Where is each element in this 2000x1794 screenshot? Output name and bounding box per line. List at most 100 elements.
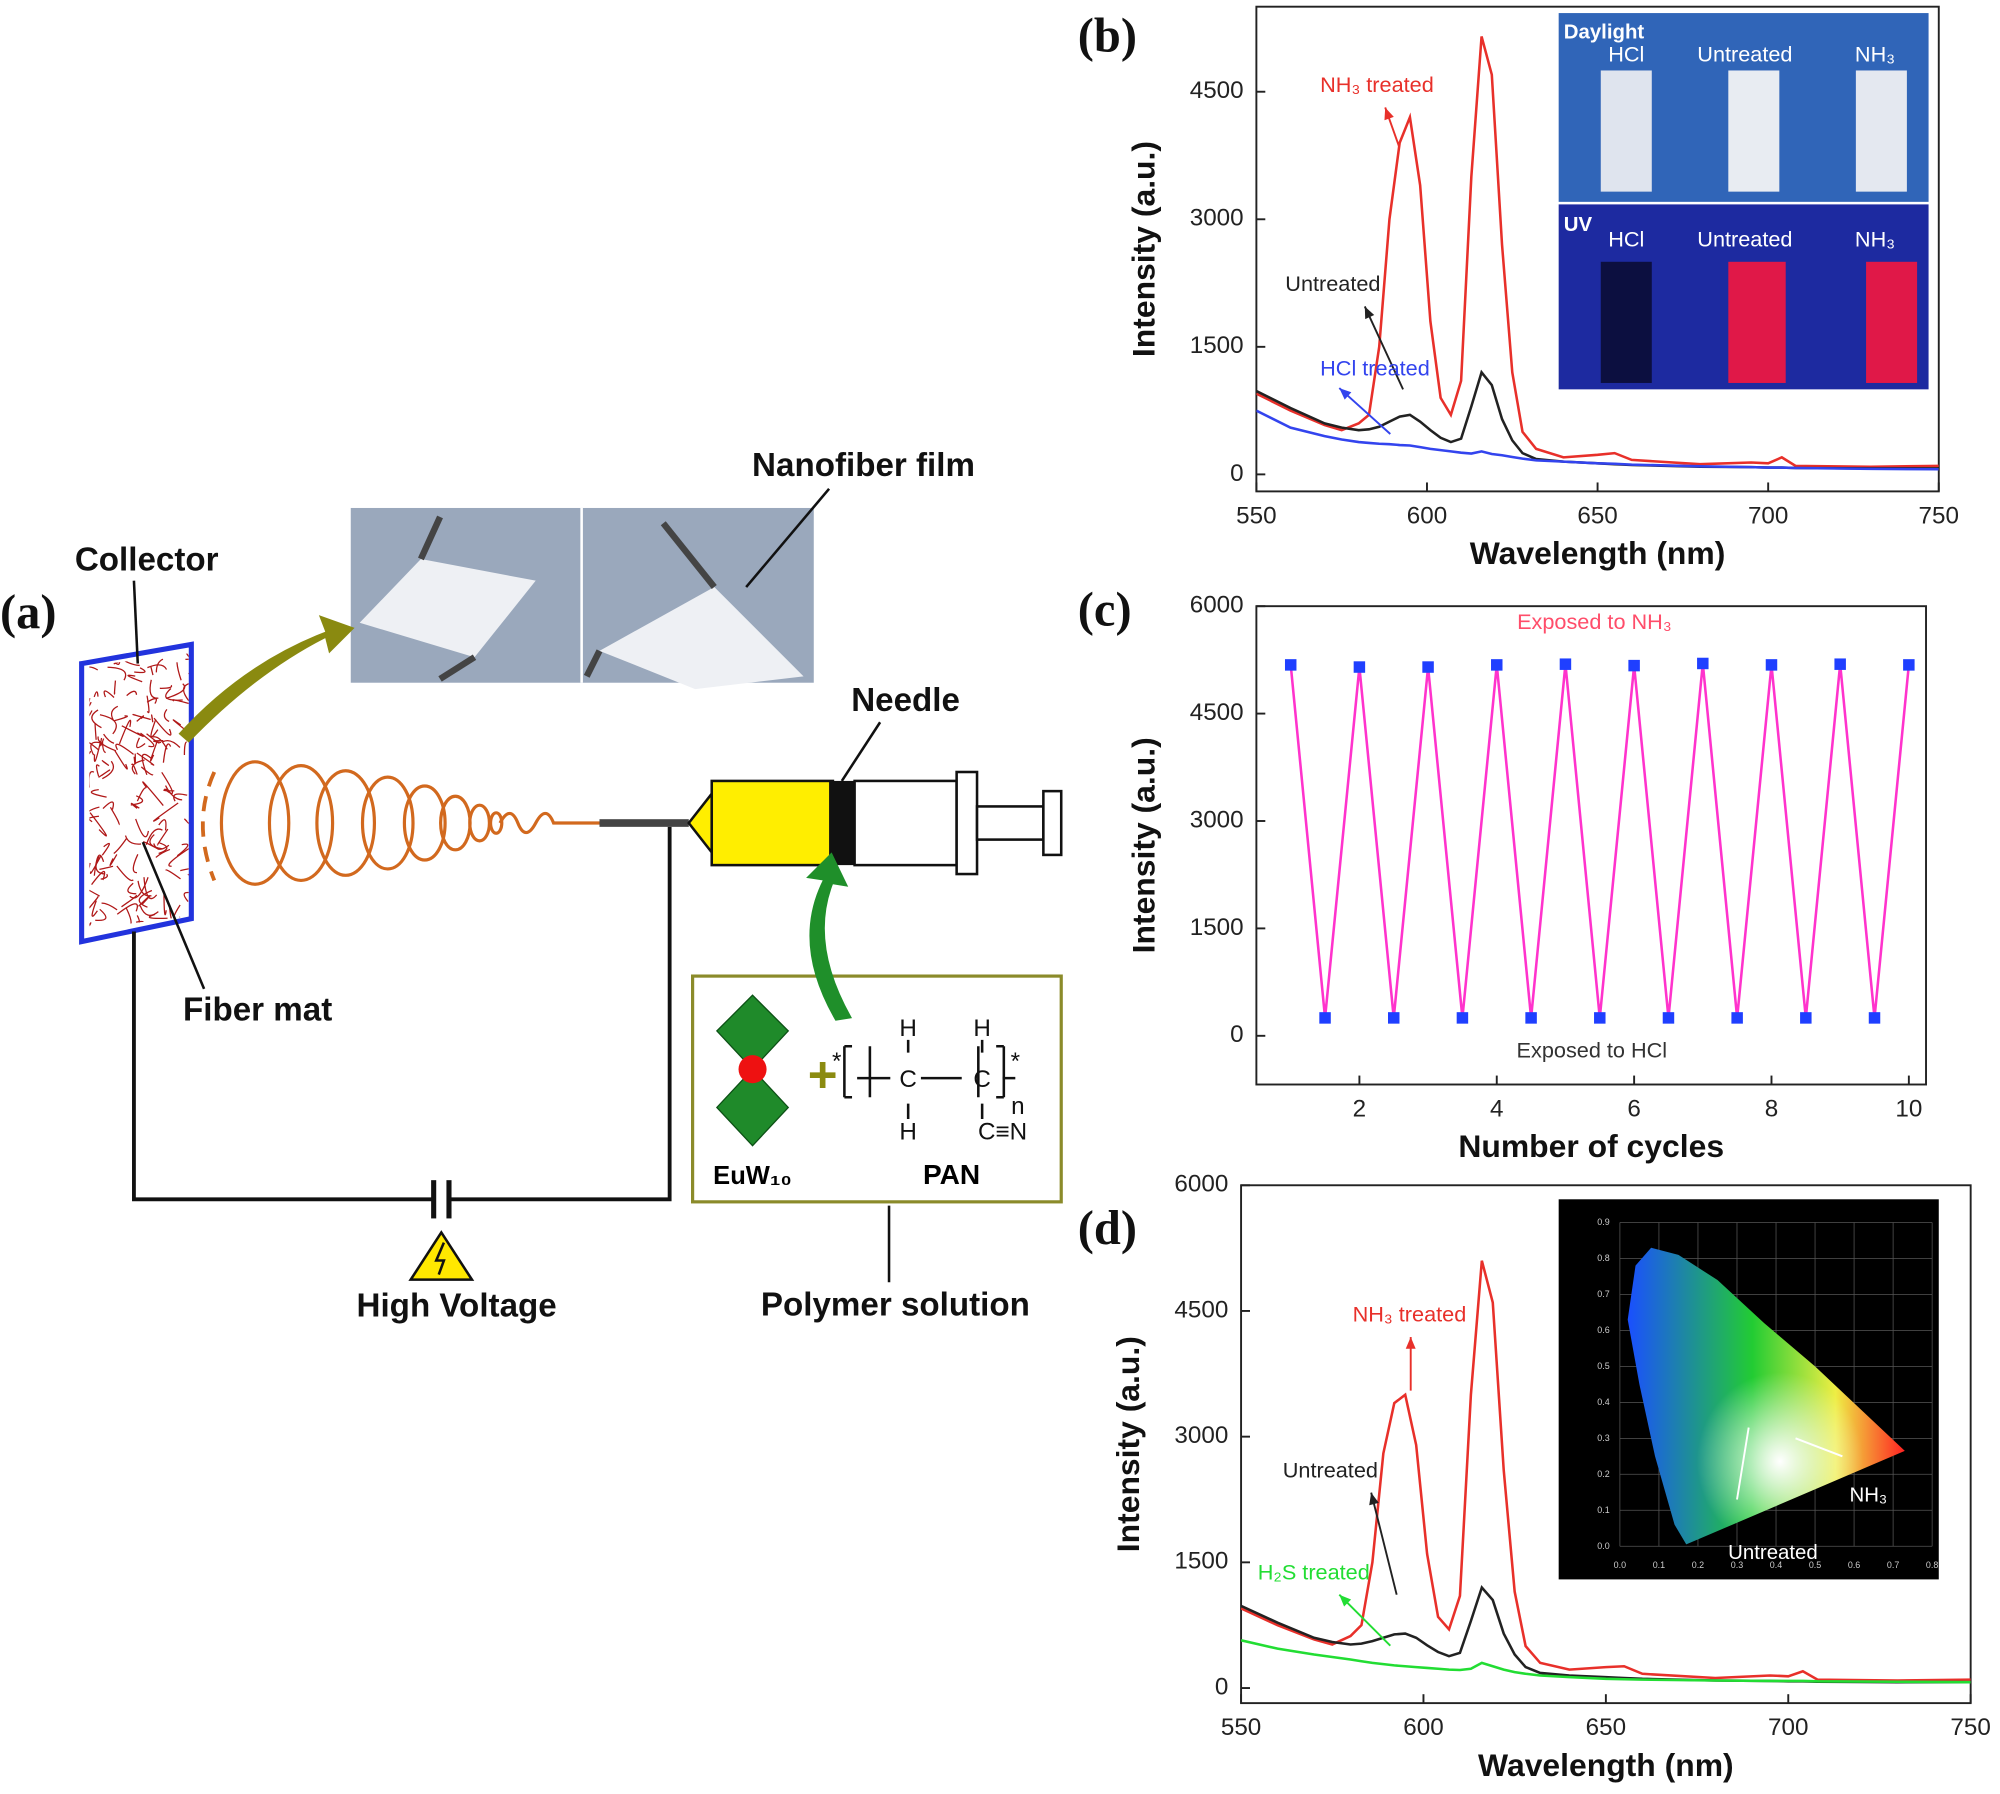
leader xyxy=(840,721,882,782)
atom: C≡N xyxy=(978,1118,1027,1145)
fiber xyxy=(93,854,105,876)
atom: C xyxy=(973,1066,990,1093)
cie-tick-label: 0.1 xyxy=(1597,1505,1609,1515)
fiber xyxy=(99,865,114,871)
atom: H xyxy=(899,1118,917,1145)
cie-arrow xyxy=(1736,1427,1750,1500)
fiber xyxy=(136,715,145,722)
fiber xyxy=(183,741,187,755)
jet xyxy=(219,760,504,886)
fiber xyxy=(89,862,91,880)
marker xyxy=(1765,659,1778,671)
sample xyxy=(1855,70,1907,192)
fiber xyxy=(89,896,99,909)
cie-tick-label: 0.4 xyxy=(1597,1397,1609,1407)
fiber xyxy=(136,787,147,802)
fiber xyxy=(164,785,183,801)
fiber xyxy=(107,666,127,681)
film-sheet xyxy=(359,558,536,658)
fiber xyxy=(168,847,189,867)
marker xyxy=(1594,1012,1606,1024)
annotation: Exposed to HCl xyxy=(1517,1038,1668,1063)
fiber xyxy=(95,908,107,922)
cie-tick-label: 0.7 xyxy=(1887,1560,1899,1570)
fiber xyxy=(103,690,115,698)
inset-photo: Daylight UV HCl Untreated NH₃ HCl Untrea… xyxy=(1558,13,1929,390)
arrow-head xyxy=(1339,1594,1352,1607)
fiber xyxy=(159,684,173,689)
fiber xyxy=(137,880,152,897)
fiber xyxy=(89,855,102,874)
needle xyxy=(599,819,689,827)
label: Polymer solution xyxy=(761,1286,1030,1323)
fiber xyxy=(149,679,159,699)
atom: * xyxy=(1011,1048,1021,1075)
fiber xyxy=(101,742,106,754)
cie-tick-label: 0.1 xyxy=(1653,1560,1665,1570)
marker xyxy=(1284,659,1297,671)
structure: H H C C H C≡N * * n xyxy=(832,1015,1027,1145)
fiber xyxy=(99,737,105,747)
marker xyxy=(1731,1012,1743,1024)
fiber xyxy=(103,733,115,744)
fiber xyxy=(109,806,120,826)
fiber xyxy=(147,664,168,670)
fiber xyxy=(162,739,181,748)
fiber xyxy=(94,722,97,740)
arrow xyxy=(178,615,355,743)
fiber xyxy=(136,752,155,766)
y-tick-label: 1500 xyxy=(1174,1548,1228,1575)
coil xyxy=(360,775,415,871)
annotation: HCl treated xyxy=(1320,355,1430,380)
cie-white xyxy=(1627,1247,1905,1545)
fiber xyxy=(155,658,164,673)
marker xyxy=(1697,657,1709,670)
label: PAN xyxy=(923,1159,980,1190)
diagram: (a) Collector Nanofiber film Needle Fibe… xyxy=(0,447,1063,1325)
fiber xyxy=(101,842,110,856)
arrow-head xyxy=(1405,1337,1416,1349)
annotation-arrow xyxy=(1363,306,1404,390)
fiber xyxy=(140,766,154,776)
sample xyxy=(1728,261,1786,383)
jet xyxy=(200,771,217,882)
syringe-barrel xyxy=(853,779,958,867)
fiber xyxy=(151,714,154,723)
fiber xyxy=(100,873,108,880)
inset-label: HCl xyxy=(1608,226,1644,251)
fiber xyxy=(114,750,128,770)
eu-atom xyxy=(738,1055,767,1084)
cie-tick-label: 0.0 xyxy=(1597,1541,1609,1551)
cie-tick-label: 0.6 xyxy=(1848,1560,1860,1570)
y-axis-label: Intensity (a.u.) xyxy=(1125,737,1161,953)
fiber xyxy=(140,732,155,748)
jet xyxy=(498,811,600,835)
tweezer xyxy=(438,654,477,682)
fiber xyxy=(130,795,144,806)
coil xyxy=(315,769,377,877)
fiber xyxy=(89,740,99,751)
syringe-flange xyxy=(955,770,979,876)
cie-tick-label: 0.5 xyxy=(1809,1560,1821,1570)
coil xyxy=(402,784,447,862)
fiber xyxy=(110,705,119,721)
fiber xyxy=(118,719,132,745)
leader xyxy=(745,488,831,588)
sample xyxy=(1600,70,1652,192)
cie-tick-label: 0.9 xyxy=(1597,1217,1609,1227)
leader xyxy=(132,580,140,664)
bonds xyxy=(844,1039,1016,1119)
fiber xyxy=(131,763,138,775)
fiber xyxy=(142,781,164,806)
panel-label: (c) xyxy=(1078,583,1132,636)
annotation-arrow xyxy=(1370,1492,1398,1595)
octahedra xyxy=(715,1068,790,1147)
inset-label: UV xyxy=(1564,214,1593,236)
fiber xyxy=(150,719,159,738)
fiber xyxy=(134,667,146,674)
inset-label: NH₃ xyxy=(1855,226,1895,251)
inset-label: Daylight xyxy=(1564,22,1645,44)
fiber xyxy=(98,769,111,778)
x-tick-label: 4 xyxy=(1490,1095,1503,1122)
fiber xyxy=(116,865,134,882)
